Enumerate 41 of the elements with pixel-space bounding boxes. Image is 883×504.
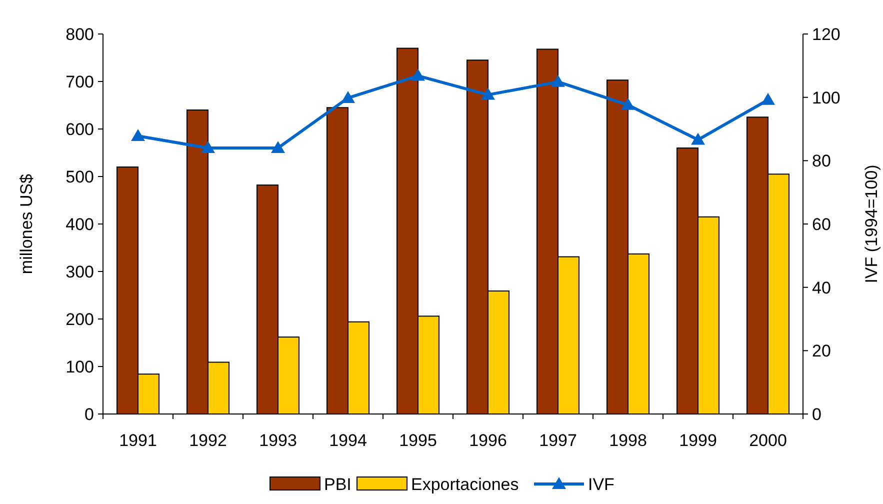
y-tick-label: 700 xyxy=(66,72,94,92)
y-tick-label: 300 xyxy=(66,262,94,282)
y-tick-label: 400 xyxy=(66,214,94,234)
x-tick-label: 1995 xyxy=(399,431,437,450)
y2-axis-title: IVF (1994=100) xyxy=(862,164,881,284)
x-tick-label: 1994 xyxy=(329,431,367,450)
y-axis-title: millones US$ xyxy=(17,173,36,274)
point xyxy=(761,92,775,105)
y-tick-label: 200 xyxy=(66,310,94,329)
point xyxy=(481,88,495,100)
y-tick-label: 500 xyxy=(66,167,94,186)
x-tick-label: 1996 xyxy=(469,431,507,450)
y2-tick-label: 60 xyxy=(812,214,831,234)
y-tick-label: 600 xyxy=(66,120,94,139)
x-tick-label: 1997 xyxy=(539,431,577,450)
point xyxy=(271,141,285,153)
y-tick-label: 800 xyxy=(66,24,94,44)
point xyxy=(411,68,425,81)
x-tick-label: 1998 xyxy=(609,431,647,450)
y2-tick-label: 80 xyxy=(812,152,831,171)
y-tick-label: 0 xyxy=(84,404,94,424)
point xyxy=(131,128,145,141)
x-tick-label: 1991 xyxy=(119,431,157,450)
y2-tick-label: 0 xyxy=(812,404,822,424)
legend-label: Exportaciones xyxy=(411,475,519,494)
x-tick-label: 1992 xyxy=(189,431,227,450)
y2-tick-label: 100 xyxy=(812,88,840,108)
point xyxy=(201,141,215,153)
x-tick-label: 2000 xyxy=(749,431,787,450)
y2-tick-label: 20 xyxy=(812,342,831,361)
y2-tick-label: 40 xyxy=(812,278,831,298)
point xyxy=(691,132,705,145)
legend-label: PBI xyxy=(324,475,352,494)
x-tick-label: 1999 xyxy=(679,431,717,450)
y-tick-label: 100 xyxy=(66,357,94,376)
x-tick-label: 1993 xyxy=(259,431,297,450)
legend-label: IVF xyxy=(588,475,614,494)
point xyxy=(341,90,355,103)
point xyxy=(551,74,565,87)
point xyxy=(621,98,635,110)
y2-tick-label: 120 xyxy=(812,24,840,44)
